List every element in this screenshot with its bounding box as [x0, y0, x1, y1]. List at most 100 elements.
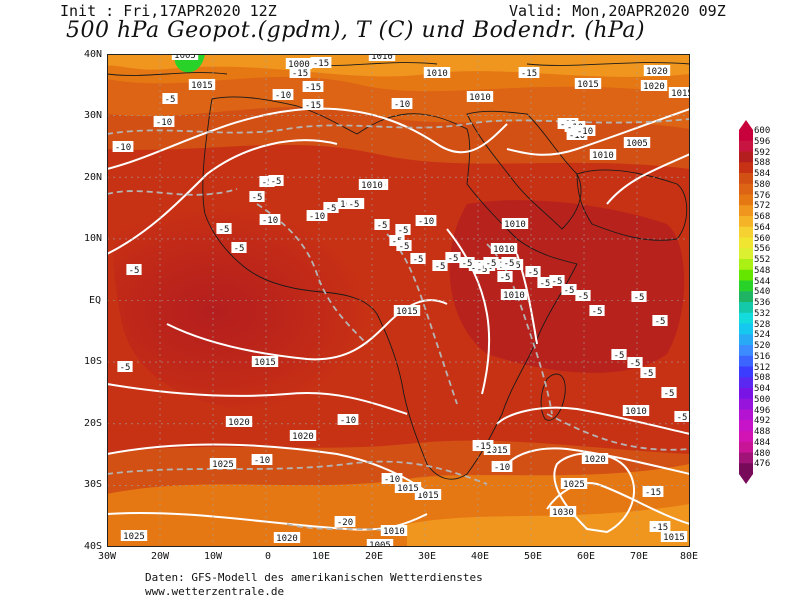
- isobar-label: 1025: [560, 478, 588, 490]
- temperature-label: -15: [302, 99, 324, 111]
- temperature-label: -5: [395, 224, 411, 236]
- isobar-label: 1005: [366, 539, 394, 547]
- colorbar-level-label: 536: [754, 298, 771, 308]
- temperature-label: -5: [497, 271, 513, 283]
- colorbar-level-label: 576: [754, 190, 771, 201]
- svg-text:-15: -15: [652, 523, 668, 533]
- svg-text:1005: 1005: [174, 54, 196, 61]
- lat-tick: EQ: [89, 295, 102, 306]
- colorbar-swatch: [739, 216, 753, 228]
- lon-tick: 60E: [577, 551, 596, 562]
- temperature-label: -15: [642, 486, 664, 498]
- lon-tick: 40E: [471, 551, 490, 562]
- colorbar-swatch: [739, 355, 753, 367]
- svg-text:-5: -5: [462, 259, 473, 269]
- colorbar: [739, 120, 753, 484]
- colorbar-swatch: [739, 183, 753, 195]
- lon-tick: 20E: [365, 551, 384, 562]
- colorbar-swatch: [739, 280, 753, 292]
- isobar-label: 1025: [209, 458, 237, 470]
- colorbar-level-label: 540: [754, 287, 771, 298]
- temperature-label: -10: [251, 454, 273, 466]
- colorbar-swatch: [739, 291, 753, 303]
- temperature-label: -15: [310, 57, 332, 69]
- colorbar-swatch: [739, 463, 753, 475]
- colorbar-swatch: [739, 205, 753, 217]
- svg-text:-10: -10: [254, 456, 270, 466]
- colorbar-swatch: [739, 194, 753, 206]
- colorbar-level-label: 524: [754, 330, 771, 341]
- svg-text:-5: -5: [552, 277, 563, 287]
- svg-text:1005: 1005: [626, 139, 648, 149]
- svg-text:1015: 1015: [396, 307, 418, 317]
- colorbar-swatch: [739, 173, 753, 185]
- svg-text:-5: -5: [540, 279, 551, 289]
- isobar-label: 1025: [120, 530, 148, 542]
- svg-text:1020: 1020: [228, 418, 250, 428]
- isobar-label: 1010: [500, 289, 528, 301]
- svg-text:1015: 1015: [191, 81, 213, 91]
- lon-tick: 80E: [680, 551, 699, 562]
- temperature-label: -5: [640, 367, 656, 379]
- svg-text:1015: 1015: [671, 89, 690, 99]
- temperature-label: -10: [381, 473, 403, 485]
- colorbar-swatch: [739, 269, 753, 281]
- isobar-label: 1015: [393, 305, 421, 317]
- colorbar-swatch: [739, 409, 753, 421]
- svg-text:1020: 1020: [584, 455, 606, 465]
- init-time: Init : Fri,17APR2020 12Z: [60, 2, 277, 20]
- temperature-label: -5: [661, 387, 677, 399]
- colorbar-bottom-arrow: [739, 474, 753, 484]
- temperature-label: -10: [415, 215, 437, 227]
- isobar-label: 1020: [581, 453, 609, 465]
- lat-tick: 20N: [84, 172, 103, 183]
- temperature-label: -10: [259, 214, 281, 226]
- colorbar-level-label: 480: [754, 448, 771, 459]
- svg-text:-15: -15: [305, 101, 321, 111]
- map-title: 500 hPa Geopot.(gpdm), T (C) und Bodendr…: [66, 18, 646, 43]
- temperature-label: -5: [483, 257, 499, 269]
- svg-text:-5: -5: [578, 292, 589, 302]
- temperature-label: -5: [459, 257, 475, 269]
- colorbar-level-label: 588: [754, 158, 771, 169]
- temperature-label: -5: [216, 223, 232, 235]
- colorbar-level-label: 504: [754, 384, 771, 394]
- colorbar-level-label: 532: [754, 308, 771, 319]
- colorbar-level-label: 580: [754, 179, 771, 190]
- colorbar-swatch: [739, 420, 753, 432]
- temperature-label: -15: [302, 81, 324, 93]
- temperature-label: -5: [627, 357, 643, 369]
- colorbar-level-label: 520: [754, 341, 771, 351]
- lat-tick: 20S: [84, 418, 103, 429]
- isobar-label: 1005: [623, 137, 651, 149]
- svg-text:1010: 1010: [383, 527, 405, 537]
- colorbar-swatch: [739, 431, 753, 443]
- temperature-label: -5: [537, 277, 553, 289]
- colorbar-level-label: 492: [754, 416, 771, 427]
- data-source: Daten: GFS-Modell des amerikanischen Wet…: [145, 571, 483, 584]
- svg-text:-5: -5: [398, 226, 409, 236]
- svg-text:-5: -5: [399, 242, 410, 252]
- colorbar-swatch: [739, 452, 753, 464]
- svg-text:-15: -15: [305, 83, 321, 93]
- temperature-label: -5: [126, 264, 142, 276]
- colorbar-swatch: [739, 140, 753, 152]
- temperature-label: -5: [231, 242, 247, 254]
- svg-text:1030: 1030: [552, 508, 574, 518]
- svg-text:-5: -5: [219, 225, 230, 235]
- temperature-label: -5: [652, 315, 668, 327]
- colorbar-level-label: 584: [754, 169, 771, 179]
- temperature-label: -5: [525, 266, 541, 278]
- isobar-label: 1015: [660, 531, 688, 543]
- temperature-label: -5: [501, 257, 517, 269]
- svg-text:-15: -15: [475, 442, 491, 452]
- svg-text:1025: 1025: [212, 460, 234, 470]
- temperature-label: -5: [346, 198, 362, 210]
- colorbar-swatch: [739, 398, 753, 410]
- svg-text:-10: -10: [309, 212, 325, 222]
- temperature-label: -5: [611, 349, 627, 361]
- svg-text:-5: -5: [630, 359, 641, 369]
- temperature-label: -5: [549, 275, 565, 287]
- svg-text:-10: -10: [494, 463, 510, 473]
- colorbar-swatch: [739, 130, 753, 142]
